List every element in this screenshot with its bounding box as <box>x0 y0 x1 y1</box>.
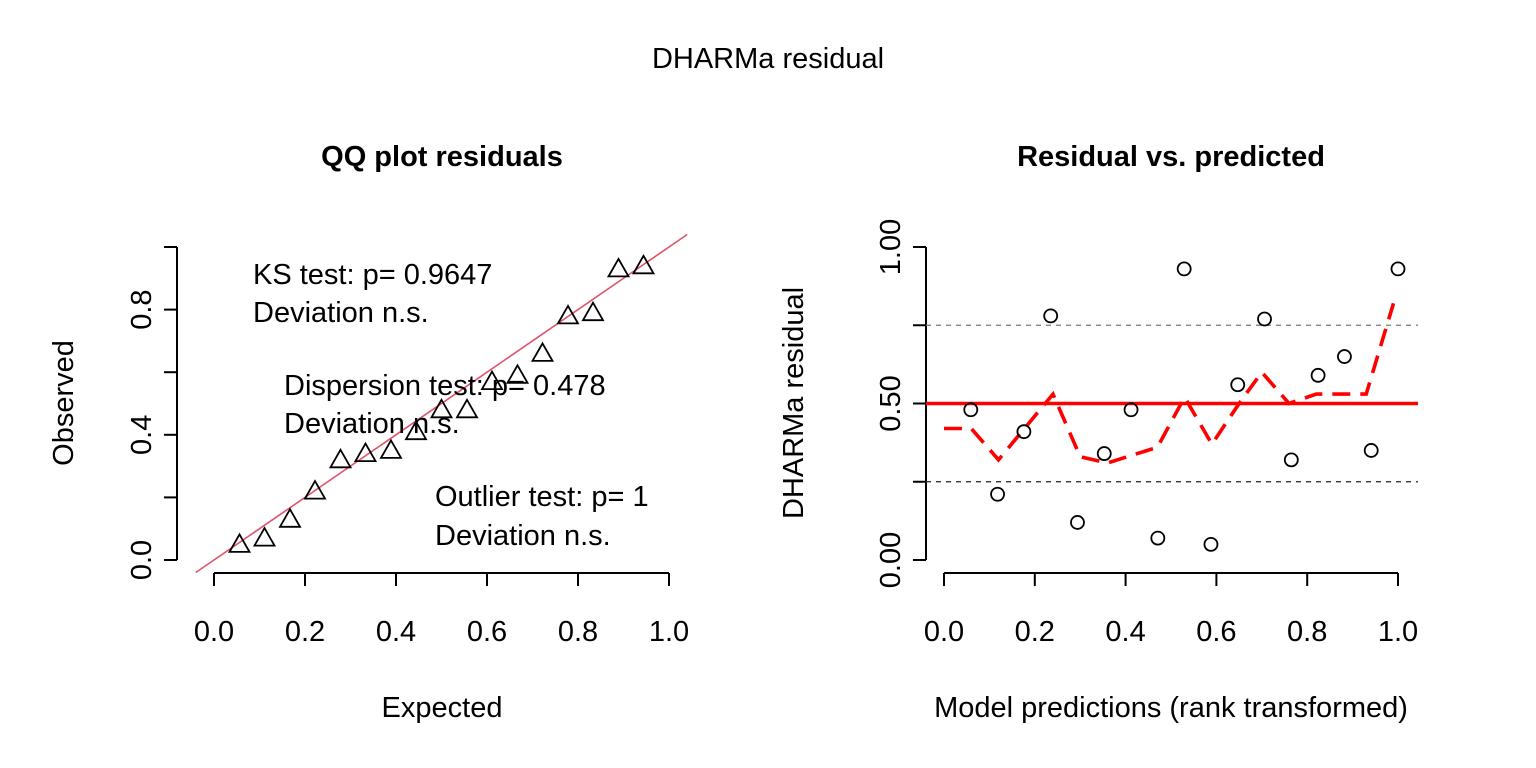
residual-vs-predicted-panel: Residual vs. predicted Model predictions… <box>778 141 1418 724</box>
residual-point <box>1123 402 1139 418</box>
dispersion-test-annotation: Dispersion test: p= 0.478 Deviation n.s. <box>284 370 606 440</box>
qq-point <box>303 479 327 500</box>
qq-reference-line <box>195 233 688 574</box>
ks-test-line-1: KS test: p= 0.9647 <box>253 259 492 291</box>
qq-point <box>379 438 403 459</box>
residual-plot-quantile-curve <box>944 302 1396 465</box>
qq-plot-points <box>227 253 656 553</box>
x-tick-label: 0.2 <box>1015 616 1055 648</box>
x-tick-label: 0.0 <box>924 616 964 648</box>
x-tick-label: 0.8 <box>1287 616 1327 648</box>
residual-point <box>1070 515 1085 530</box>
residual-point <box>1230 377 1246 393</box>
qq-point <box>606 257 631 278</box>
y-tick-label: 0.0 <box>126 540 158 580</box>
dispersion-test-line-1: Dispersion test: p= 0.478 <box>284 370 606 402</box>
y-tick-label: 0.50 <box>875 375 907 431</box>
qq-point <box>353 441 378 463</box>
residual-point <box>1257 311 1272 327</box>
qq-point <box>480 369 504 391</box>
residual-point <box>1043 308 1059 324</box>
residual-point <box>1203 536 1219 552</box>
outlier-test-annotation: Outlier test: p= 1 Deviation n.s. <box>435 481 649 552</box>
residual-point <box>1390 261 1406 277</box>
x-tick-label: 0.2 <box>285 616 325 648</box>
dispersion-test-line-2: Deviation n.s. <box>284 408 460 440</box>
y-tick-label: 0.4 <box>126 415 158 455</box>
x-tick-label: 0.0 <box>194 616 234 648</box>
x-tick-label: 1.0 <box>649 616 689 648</box>
residual-point <box>1283 452 1299 468</box>
qq-point <box>581 300 605 322</box>
qq-point <box>227 532 252 553</box>
residual-point <box>1337 349 1352 364</box>
qq-plot-reference-line <box>195 233 688 574</box>
residual-plot-x-label: Model predictions (rank transformed) <box>934 692 1408 724</box>
qq-plot-panel: QQ plot residuals Expected Observed 0.0 0… <box>48 141 689 724</box>
y-tick-label: 0.8 <box>126 289 158 329</box>
median-quantile-curve <box>944 302 1396 465</box>
residual-point <box>1363 443 1379 458</box>
y-tick-label: 0.00 <box>875 532 907 588</box>
residual-point <box>963 402 979 418</box>
ks-test-line-2: Deviation n.s. <box>253 297 429 329</box>
qq-point <box>278 507 302 528</box>
qq-plot-title: QQ plot residuals <box>321 141 563 173</box>
x-tick-label: 0.4 <box>1105 616 1145 648</box>
residual-point <box>1310 367 1326 383</box>
residual-point <box>1176 261 1192 277</box>
qq-plot-axes: 0.0 0.2 0.4 0.6 0.8 1.0 0.0 0.4 0.8 <box>126 246 689 648</box>
residual-point <box>990 486 1005 502</box>
qq-point <box>505 363 530 384</box>
residual-plot-title: Residual vs. predicted <box>1017 141 1325 173</box>
residual-plot-y-label: DHARMa residual <box>778 287 810 519</box>
residual-point <box>1096 446 1112 461</box>
x-tick-label: 0.6 <box>1196 616 1236 648</box>
ks-test-annotation: KS test: p= 0.9647 Deviation n.s. <box>253 259 492 329</box>
residual-point <box>1150 530 1166 546</box>
outlier-test-line-1: Outlier test: p= 1 <box>435 481 649 513</box>
x-tick-label: 1.0 <box>1378 616 1418 648</box>
figure-title: DHARMa residual <box>652 43 884 75</box>
residual-point <box>1016 424 1032 440</box>
qq-point <box>429 397 454 419</box>
qq-point <box>455 397 479 419</box>
residual-plot-axes: 0.0 0.2 0.4 0.6 0.8 1.0 0.00 0.50 1.00 <box>875 219 1418 648</box>
residual-plot-guide-lines <box>926 324 1418 483</box>
qq-point <box>556 304 580 325</box>
x-tick-label: 0.4 <box>376 616 416 648</box>
residual-plot-points <box>963 261 1406 552</box>
qq-point <box>328 447 353 469</box>
outlier-test-line-2: Deviation n.s. <box>435 520 611 552</box>
qq-point <box>631 253 656 275</box>
x-tick-label: 0.8 <box>558 616 598 648</box>
y-tick-label: 1.00 <box>875 219 907 275</box>
qq-plot-y-label: Observed <box>48 340 80 466</box>
qq-point <box>530 341 555 362</box>
qq-point <box>404 419 428 441</box>
qq-point <box>252 526 277 547</box>
x-tick-label: 0.6 <box>467 616 507 648</box>
qq-plot-x-label: Expected <box>382 692 503 724</box>
